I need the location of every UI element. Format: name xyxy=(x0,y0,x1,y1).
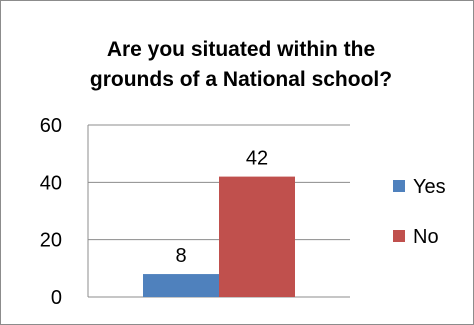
data-label-no: 42 xyxy=(246,148,268,170)
y-tick-label: 0 xyxy=(51,287,62,309)
y-tick-label: 60 xyxy=(40,115,62,137)
y-tick-label: 40 xyxy=(40,172,62,194)
bars xyxy=(143,176,295,297)
data-label-yes: 8 xyxy=(175,245,186,267)
bar-yes xyxy=(143,274,219,297)
legend-label-no: No xyxy=(413,226,439,248)
legend-label-yes: Yes xyxy=(413,176,446,198)
y-axis-ticks: 0 20 40 60 xyxy=(40,115,62,309)
legend-swatch-yes xyxy=(393,180,405,192)
chart-title-line-2: grounds of a National school? xyxy=(89,68,393,91)
legend: Yes No xyxy=(393,176,446,248)
chart-title-line-1: Are you situated within the xyxy=(106,38,376,61)
chart-title: Are you situated within the grounds of a… xyxy=(41,35,441,95)
legend-swatch-no xyxy=(393,230,405,242)
bar-no xyxy=(219,176,295,297)
y-tick-label: 20 xyxy=(40,230,62,252)
data-labels: 8 42 xyxy=(175,148,268,267)
